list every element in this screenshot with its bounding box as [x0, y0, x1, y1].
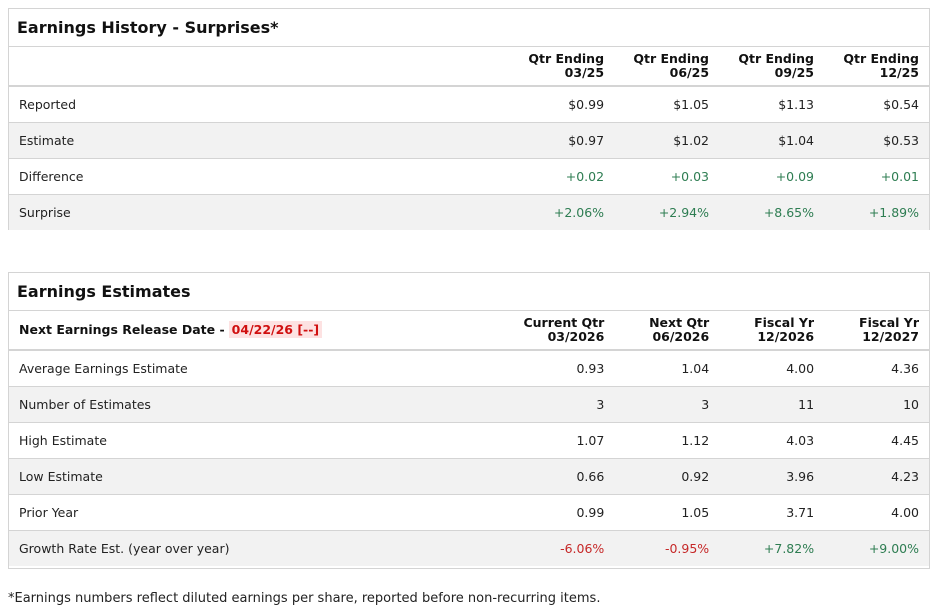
earnings-history-title: Earnings History - Surprises*: [9, 9, 929, 47]
earnings-estimates-panel: Earnings Estimates Next Earnings Release…: [8, 272, 930, 569]
cell-value: -0.95%: [664, 540, 710, 556]
col-header-3: Qtr Ending 12/25: [843, 51, 919, 80]
cell-value: -6.06%: [560, 540, 605, 556]
cell-value: 3: [701, 396, 710, 412]
col-header-1: Next Qtr 06/2026: [649, 315, 710, 344]
cell-value: +0.01: [880, 168, 919, 184]
cell-value: +8.65%: [763, 204, 814, 220]
cell-value: $0.54: [883, 96, 919, 112]
col-header-0: Qtr Ending 03/25: [528, 51, 605, 80]
cell-value: +7.82%: [763, 540, 815, 556]
table-row: Growth Rate Est. (year over year) -6.06% -…: [9, 530, 929, 566]
row-label: Growth Rate Est. (year over year): [19, 540, 230, 556]
cell-value: 4.03: [786, 432, 815, 448]
cell-value: +0.09: [775, 168, 814, 184]
cell-value: +9.00%: [868, 540, 919, 556]
row-label: High Estimate: [19, 432, 107, 448]
row-label: Average Earnings Estimate: [19, 360, 188, 376]
cell-value: 0.99: [576, 504, 605, 520]
cell-value: 1.07: [576, 432, 605, 448]
col-header-2: Qtr Ending 09/25: [738, 51, 814, 80]
row-label: Surprise: [19, 204, 71, 220]
cell-value: 4.36: [891, 360, 919, 376]
table-row: Number of Estimates 3 3 11 10: [9, 386, 929, 422]
table-header: Qtr Ending 03/25 Qtr Ending 06/25 Qtr Ending…: [9, 47, 929, 86]
cell-value: 4.23: [891, 468, 919, 484]
table-row: Surprise +2.06% +2.94% +8.65% +1.89%: [9, 194, 929, 230]
earnings-estimates-title: Earnings Estimates: [9, 273, 929, 311]
cell-value: 4.45: [891, 432, 919, 448]
cell-value: +0.02: [565, 168, 605, 184]
col-header-3: Fiscal Yr 12/2027: [859, 315, 919, 344]
cell-value: 3.96: [786, 468, 815, 484]
table-row: Difference +0.02 +0.03 +0.09 +0.01: [9, 158, 929, 194]
cell-value: 0.93: [576, 360, 605, 376]
cell-value: 10: [903, 396, 919, 412]
table-row: Low Estimate 0.66 0.92 3.96 4.23: [9, 458, 929, 494]
cell-value: $1.02: [673, 132, 710, 148]
cell-value: +0.03: [670, 168, 710, 184]
table-row: Average Earnings Estimate 0.93 1.04 4.00 4.3…: [9, 350, 929, 386]
row-label: Prior Year: [19, 504, 79, 520]
cell-value: $1.04: [778, 132, 814, 148]
cell-value: 1.04: [681, 360, 710, 376]
row-label: Difference: [19, 168, 84, 184]
cell-value: 1.05: [681, 504, 710, 520]
earnings-estimates-table: Next Earnings Release Date -04/22/26 [--…: [9, 311, 929, 566]
col-header-1: Qtr Ending 06/25: [633, 51, 710, 80]
table-row: High Estimate 1.07 1.12 4.03 4.45: [9, 422, 929, 458]
row-label: Reported: [19, 96, 77, 112]
col-header-0: Current Qtr 03/2026: [523, 315, 605, 344]
cell-value: 11: [798, 396, 815, 412]
cell-value: $0.53: [883, 132, 919, 148]
row-label: Low Estimate: [19, 468, 103, 484]
cell-value: +2.06%: [553, 204, 605, 220]
row-label: Estimate: [19, 132, 75, 148]
cell-value: 3: [596, 396, 605, 412]
cell-value: 1.12: [681, 432, 710, 448]
cell-value: 3.71: [786, 504, 815, 520]
row-label: Number of Estimates: [19, 396, 151, 412]
cell-value: $1.05: [673, 96, 710, 112]
cell-value: +1.89%: [868, 204, 919, 220]
next-release-date: 04/22/26 [--]: [228, 321, 323, 338]
table-row: Estimate $0.97 $1.02 $1.04 $0.53: [9, 122, 929, 158]
cell-value: 0.92: [681, 468, 710, 484]
cell-value: $0.99: [568, 96, 605, 112]
cell-value: +2.94%: [658, 204, 710, 220]
col-header-2: Fiscal Yr 12/2026: [754, 315, 815, 344]
table-header: Next Earnings Release Date -04/22/26 [--…: [9, 311, 929, 350]
cell-value: 4.00: [786, 360, 815, 376]
cell-value: $0.97: [568, 132, 605, 148]
table-row: Reported $0.99 $1.05 $1.13 $0.54: [9, 86, 929, 122]
cell-value: 0.66: [576, 468, 605, 484]
earnings-history-panel: Earnings History - Surprises* Qtr Ending…: [8, 8, 930, 230]
earnings-history-table: Qtr Ending 03/25 Qtr Ending 06/25 Qtr Ending…: [9, 47, 929, 230]
cell-value: 4.00: [891, 504, 919, 520]
next-release-label: Next Earnings Release Date -04/22/26 [--…: [9, 311, 499, 350]
table-row: Prior Year 0.99 1.05 3.71 4.00: [9, 494, 929, 530]
footnote: *Earnings numbers reflect diluted earnin…: [8, 591, 601, 606]
cell-value: $1.13: [778, 96, 814, 112]
